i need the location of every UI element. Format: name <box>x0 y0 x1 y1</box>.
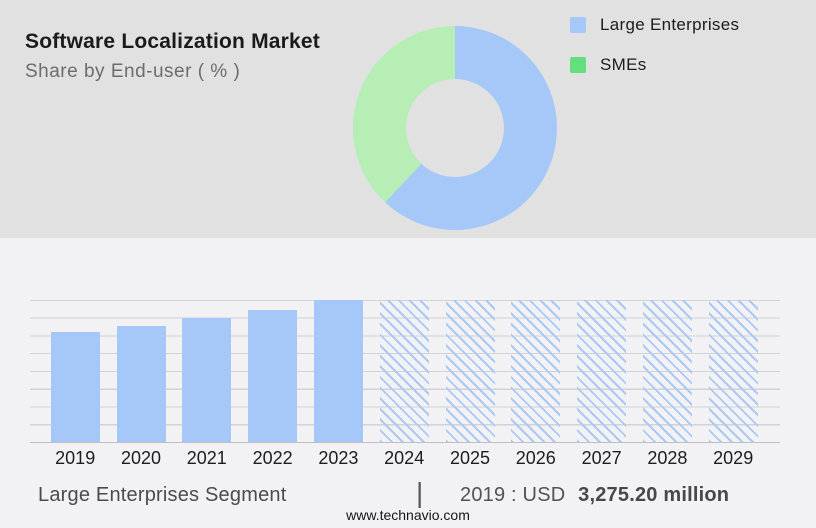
x-tick-2020: 2020 <box>120 448 162 468</box>
bar-2021 <box>182 318 232 442</box>
legend-item-large-enterprises: Large Enterprises <box>570 15 740 34</box>
bar-plot <box>30 300 780 443</box>
website-url: www.technavio.com <box>346 507 470 523</box>
legend-item-smes: SMEs <box>570 55 739 74</box>
donut-hole <box>406 79 504 177</box>
market-value-amount: 3,275.20 million <box>578 484 730 506</box>
legend-swatch-green-icon <box>570 57 586 73</box>
x-tick-2022: 2022 <box>252 448 293 468</box>
legend-label: SMEs <box>600 55 647 74</box>
x-axis-labels: 2019 2020 2021 2022 2023 2024 2025 2026 2027 2028… <box>30 448 780 470</box>
x-tick-2029: 2029 <box>713 448 754 468</box>
x-tick-2021: 2021 <box>186 448 227 468</box>
segment-caption: Large Enterprises Segment <box>38 484 287 506</box>
header-panel: Software Localization Market Share by En… <box>0 0 816 238</box>
bar-2028 <box>642 300 692 442</box>
x-tick-2023: 2023 <box>318 448 359 468</box>
page-subtitle: Share by End-user ( % ) <box>25 61 241 82</box>
caption-divider: | <box>416 477 424 508</box>
x-tick-2024: 2024 <box>384 448 425 468</box>
bar-2020 <box>116 326 166 442</box>
x-tick-2025: 2025 <box>449 448 491 468</box>
x-tick-2027: 2027 <box>581 448 622 468</box>
bar-2029 <box>708 300 758 442</box>
legend-swatch-blue-icon <box>570 17 586 33</box>
market-value-caption: 2019 : USD 3,275.20 million <box>460 484 729 507</box>
page-title: Software Localization Market <box>25 30 320 53</box>
bar-2027 <box>577 300 627 442</box>
bar-2026 <box>511 300 561 442</box>
market-value-prefix: 2019 : USD <box>460 484 566 506</box>
legend-label: Large Enterprises <box>600 15 740 34</box>
legend: Large Enterprises SMEs <box>570 15 740 96</box>
bar-2025 <box>445 300 495 442</box>
bar-2019 <box>50 332 100 442</box>
bar-2022 <box>248 310 298 442</box>
x-tick-2026: 2026 <box>515 448 556 468</box>
bar-chart-panel: 2019 2020 2021 2022 2023 2024 2025 2026 2027 2028… <box>0 238 816 528</box>
bar-2024 <box>379 300 429 442</box>
x-tick-2028: 2028 <box>647 448 688 468</box>
bar-2023 <box>313 300 363 442</box>
x-tick-2019: 2019 <box>55 448 96 468</box>
donut-chart <box>353 26 557 230</box>
